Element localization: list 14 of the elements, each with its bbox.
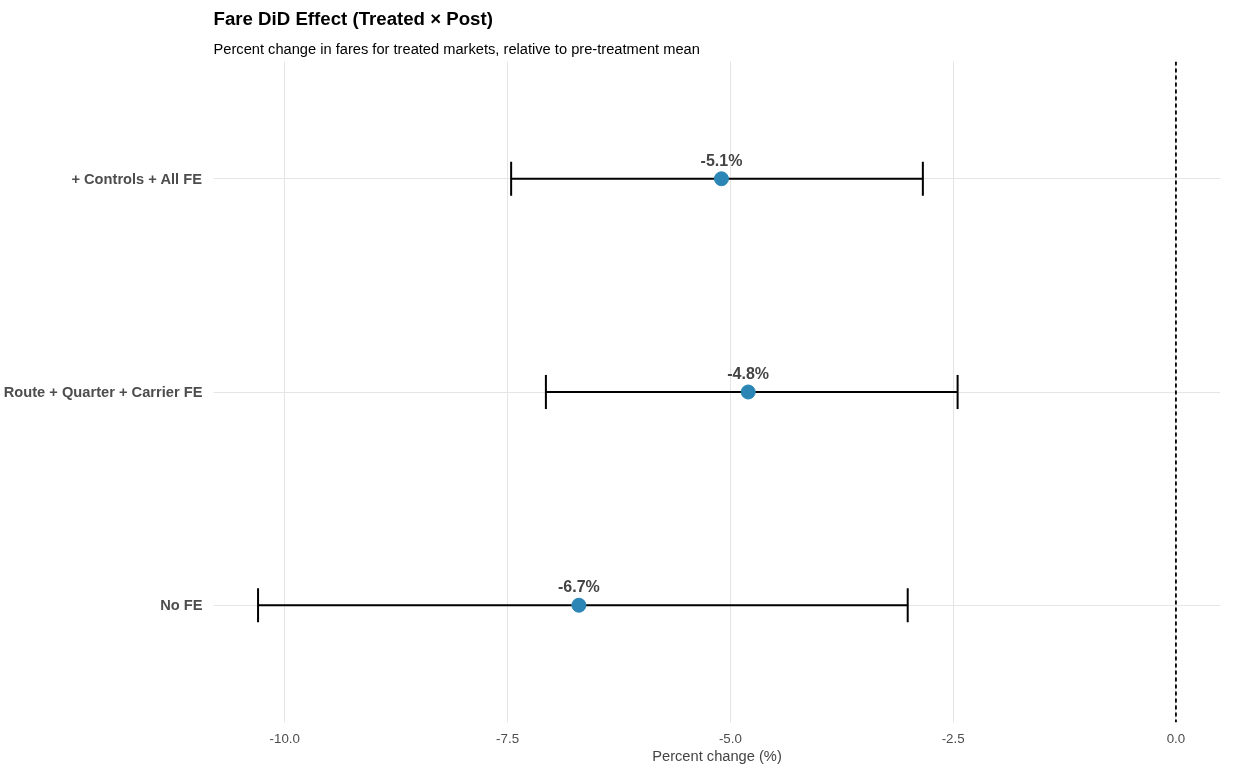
- y-tick-label: + Controls + All FE: [71, 170, 203, 187]
- x-tick-label: -10.0: [269, 730, 300, 746]
- x-axis-title: Percent change (%): [652, 747, 782, 764]
- x-tick-label: -7.5: [496, 730, 520, 746]
- x-tick-label: -5.0: [718, 730, 742, 746]
- x-tick-label: -2.5: [941, 730, 965, 746]
- data-label: -6.7%: [557, 578, 600, 596]
- chart-subtitle: Percent change in fares for treated markets, relative to pre-treatment mean: [213, 40, 700, 57]
- y-tick-label: Route + Quarter + Carrier FE: [3, 384, 203, 400]
- y-tick-label: No FE: [160, 597, 203, 614]
- x-tick-label: 0.0: [1166, 730, 1186, 746]
- chart-title: Fare DiD Effect (Treated × Post): [213, 7, 493, 29]
- data-label: -5.1%: [700, 151, 743, 169]
- data-label: -4.8%: [727, 365, 770, 382]
